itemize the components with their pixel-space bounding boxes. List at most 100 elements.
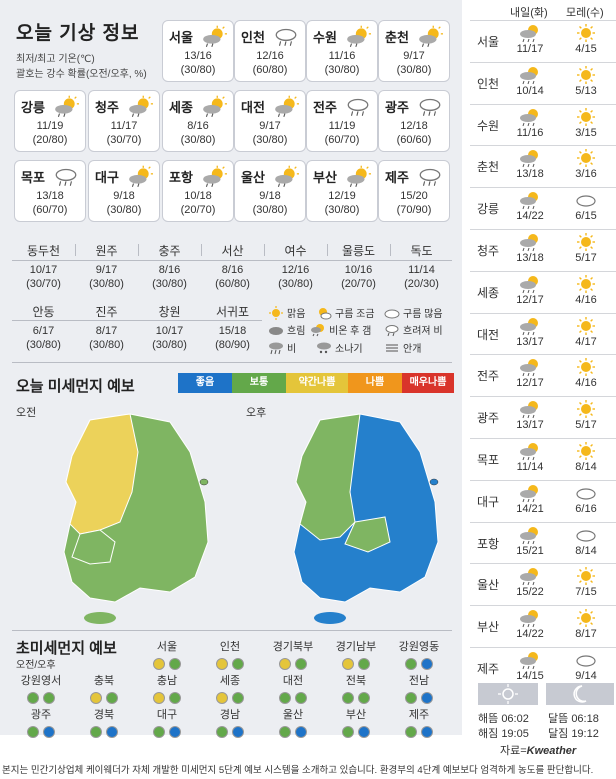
city-name: 서산 bbox=[221, 244, 244, 258]
forecast-row: 포항 15/21 8/14 bbox=[470, 521, 616, 564]
sun-icon bbox=[577, 107, 595, 126]
am-dot bbox=[153, 726, 165, 738]
city-name: 전주 bbox=[476, 369, 500, 384]
moon-box bbox=[546, 683, 614, 705]
forecast-row: 광주 13/17 5/17 bbox=[470, 396, 616, 438]
city-name: 전주 bbox=[313, 100, 337, 115]
city-name: 서울 bbox=[169, 30, 193, 45]
forecast-row: 서울 11/17 4/15 bbox=[470, 20, 616, 62]
day1-header: 내일(화) bbox=[510, 7, 548, 19]
sun-icon bbox=[577, 316, 595, 335]
city-name: 목포 bbox=[21, 170, 45, 185]
city-card: 전주 11/19 (60/70) bbox=[306, 90, 378, 152]
pm-dot bbox=[232, 692, 244, 704]
day1-forecast: 14/21 bbox=[506, 483, 554, 515]
city-name: 인천 bbox=[241, 30, 265, 45]
ultra-dust-cell: 전북 bbox=[327, 672, 385, 704]
am-dot bbox=[216, 692, 228, 704]
day2-forecast: 3/15 bbox=[562, 107, 610, 139]
city-card: 포항 10/18 (20/70) bbox=[162, 160, 234, 222]
region-name: 울산 bbox=[282, 709, 304, 721]
legend-note: 최저/최고 기온(℃) 괄호는 강수 확률(오전/오후, %) bbox=[16, 52, 147, 82]
dust-level-chip: 보통 bbox=[232, 373, 286, 393]
forecast-row: 강릉 14/22 6/15 bbox=[470, 187, 616, 229]
city-name: 광주 bbox=[385, 100, 409, 115]
sun-icon bbox=[577, 567, 595, 586]
sun-cloud-rain-icon bbox=[520, 401, 538, 419]
city-card: 청주 11/17 (30/70) bbox=[88, 90, 160, 152]
city-card: 강릉 11/19 (20/80) bbox=[14, 90, 86, 152]
day2-forecast: 5/13 bbox=[562, 65, 610, 97]
dust-title: 오늘 미세먼지 예보 bbox=[16, 378, 135, 395]
forecast-row: 목포 11/14 8/14 bbox=[470, 438, 616, 480]
sun-icon bbox=[577, 358, 595, 377]
city-name: 원주 bbox=[95, 244, 118, 258]
am-dot bbox=[216, 726, 228, 738]
city-temp: 11/17 (30/70) bbox=[106, 120, 142, 146]
am-dot bbox=[216, 658, 228, 670]
day2-forecast: 5/17 bbox=[562, 232, 610, 264]
cloud-icon bbox=[576, 488, 596, 500]
city-cell: 독도 11/14 (20/30) bbox=[390, 242, 453, 291]
sun-cloud-icon bbox=[275, 165, 299, 188]
city-temp: 9/18 (30/80) bbox=[252, 190, 288, 216]
ultra-dust-cell: 광주 bbox=[12, 706, 70, 738]
region-name: 전남 bbox=[408, 675, 430, 687]
am-dot bbox=[153, 658, 165, 670]
sun-icon bbox=[577, 233, 595, 251]
sun-icon bbox=[498, 684, 518, 704]
city-name: 세종 bbox=[476, 285, 500, 300]
pm-dot bbox=[169, 692, 181, 704]
cloud-rain-icon bbox=[55, 168, 77, 186]
sun-icon bbox=[577, 149, 595, 168]
city-name: 제주 bbox=[385, 170, 409, 185]
city-name: 대전 bbox=[241, 100, 265, 115]
day1-forecast: 14/22 bbox=[506, 608, 554, 640]
sun-icon bbox=[577, 400, 595, 419]
city-card: 서울 13/16 (30/80) bbox=[162, 20, 234, 82]
divider bbox=[12, 630, 452, 631]
day2-forecast: 7/15 bbox=[562, 566, 610, 598]
city-temp: 13/18 (60/70) bbox=[32, 190, 68, 216]
am-dot bbox=[279, 658, 291, 670]
pm-dot bbox=[232, 726, 244, 738]
day2-forecast: 8/14 bbox=[562, 441, 610, 473]
city-name: 춘천 bbox=[385, 30, 409, 45]
day2-forecast: 4/16 bbox=[562, 357, 610, 389]
pm-dot bbox=[295, 658, 307, 670]
forecast-row: 울산 15/22 7/15 bbox=[470, 563, 616, 605]
city-name: 인천 bbox=[476, 76, 500, 91]
separator bbox=[201, 244, 202, 256]
pm-dot bbox=[421, 692, 433, 704]
am-dot bbox=[279, 726, 291, 738]
pm-dot bbox=[295, 692, 307, 704]
city-name: 청주 bbox=[95, 100, 119, 115]
sun-cloud-icon bbox=[419, 25, 443, 48]
ultra-dust-cell: 인천 bbox=[201, 638, 259, 670]
ultra-dust-cell: 부산 bbox=[327, 706, 385, 738]
sun-cloud-rain-icon bbox=[520, 526, 538, 544]
day1-forecast: 14/22 bbox=[506, 190, 554, 222]
sun-cloud-rain-icon bbox=[520, 359, 538, 377]
city-card: 목포 13/18 (60/70) bbox=[14, 160, 86, 222]
region-name: 인천 bbox=[219, 641, 241, 653]
pm-dot bbox=[358, 726, 370, 738]
pm-dot bbox=[106, 726, 118, 738]
city-cell: 서산 8/16 (60/80) bbox=[201, 242, 264, 291]
page-title: 오늘 기상 정보 bbox=[16, 23, 140, 44]
day1-forecast: 10/14 bbox=[506, 65, 554, 97]
sun-box bbox=[478, 683, 538, 705]
city-name: 광주 bbox=[476, 411, 500, 426]
sun-cloud-rain-icon bbox=[311, 323, 324, 336]
forecast-row: 세종 12/17 4/16 bbox=[470, 270, 616, 313]
region-name: 세종 bbox=[219, 675, 241, 687]
city-card: 울산 9/18 (30/80) bbox=[234, 160, 306, 222]
day2-forecast: 3/16 bbox=[562, 148, 610, 180]
ultra-dust-cell: 전남 bbox=[390, 672, 448, 704]
city-cell: 안동 6/17 (30/80) bbox=[12, 303, 75, 352]
cloud-drizzle-icon bbox=[385, 324, 399, 336]
ultra-dust-cell: 충북 bbox=[75, 672, 133, 704]
city-name: 부산 bbox=[476, 620, 500, 635]
cloud-icon bbox=[576, 195, 596, 207]
sun-cloud-icon bbox=[55, 95, 79, 118]
